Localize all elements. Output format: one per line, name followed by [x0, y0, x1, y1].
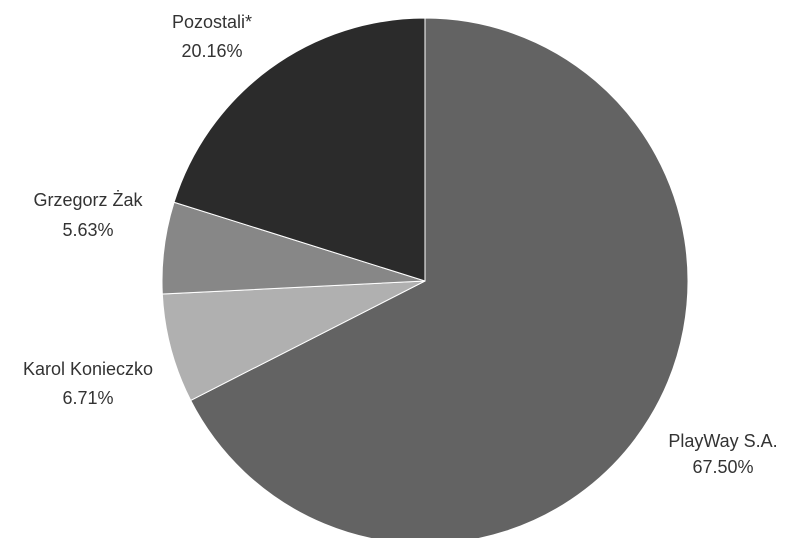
slice-label-percent: 5.63% — [62, 220, 113, 240]
pie-slices — [161, 17, 689, 538]
slice-label-percent: 20.16% — [181, 41, 242, 61]
slice-label-percent: 67.50% — [692, 457, 753, 477]
pie-slice-playway-s-a — [189, 17, 689, 538]
slice-label-percent: 6.71% — [62, 388, 113, 408]
pie-slice-pozostali — [173, 17, 426, 282]
pie-slice-karol-konieczko — [161, 280, 426, 402]
slice-label-name: PlayWay S.A. — [668, 431, 777, 451]
slice-label-name: Karol Konieczko — [23, 359, 153, 379]
slice-label-name: Pozostali* — [172, 12, 252, 32]
slice-label-name: Grzegorz Żak — [33, 190, 143, 210]
pie-labels: PlayWay S.A. 67.50% Karol Konieczko 6.71% Gr… — [23, 12, 778, 477]
